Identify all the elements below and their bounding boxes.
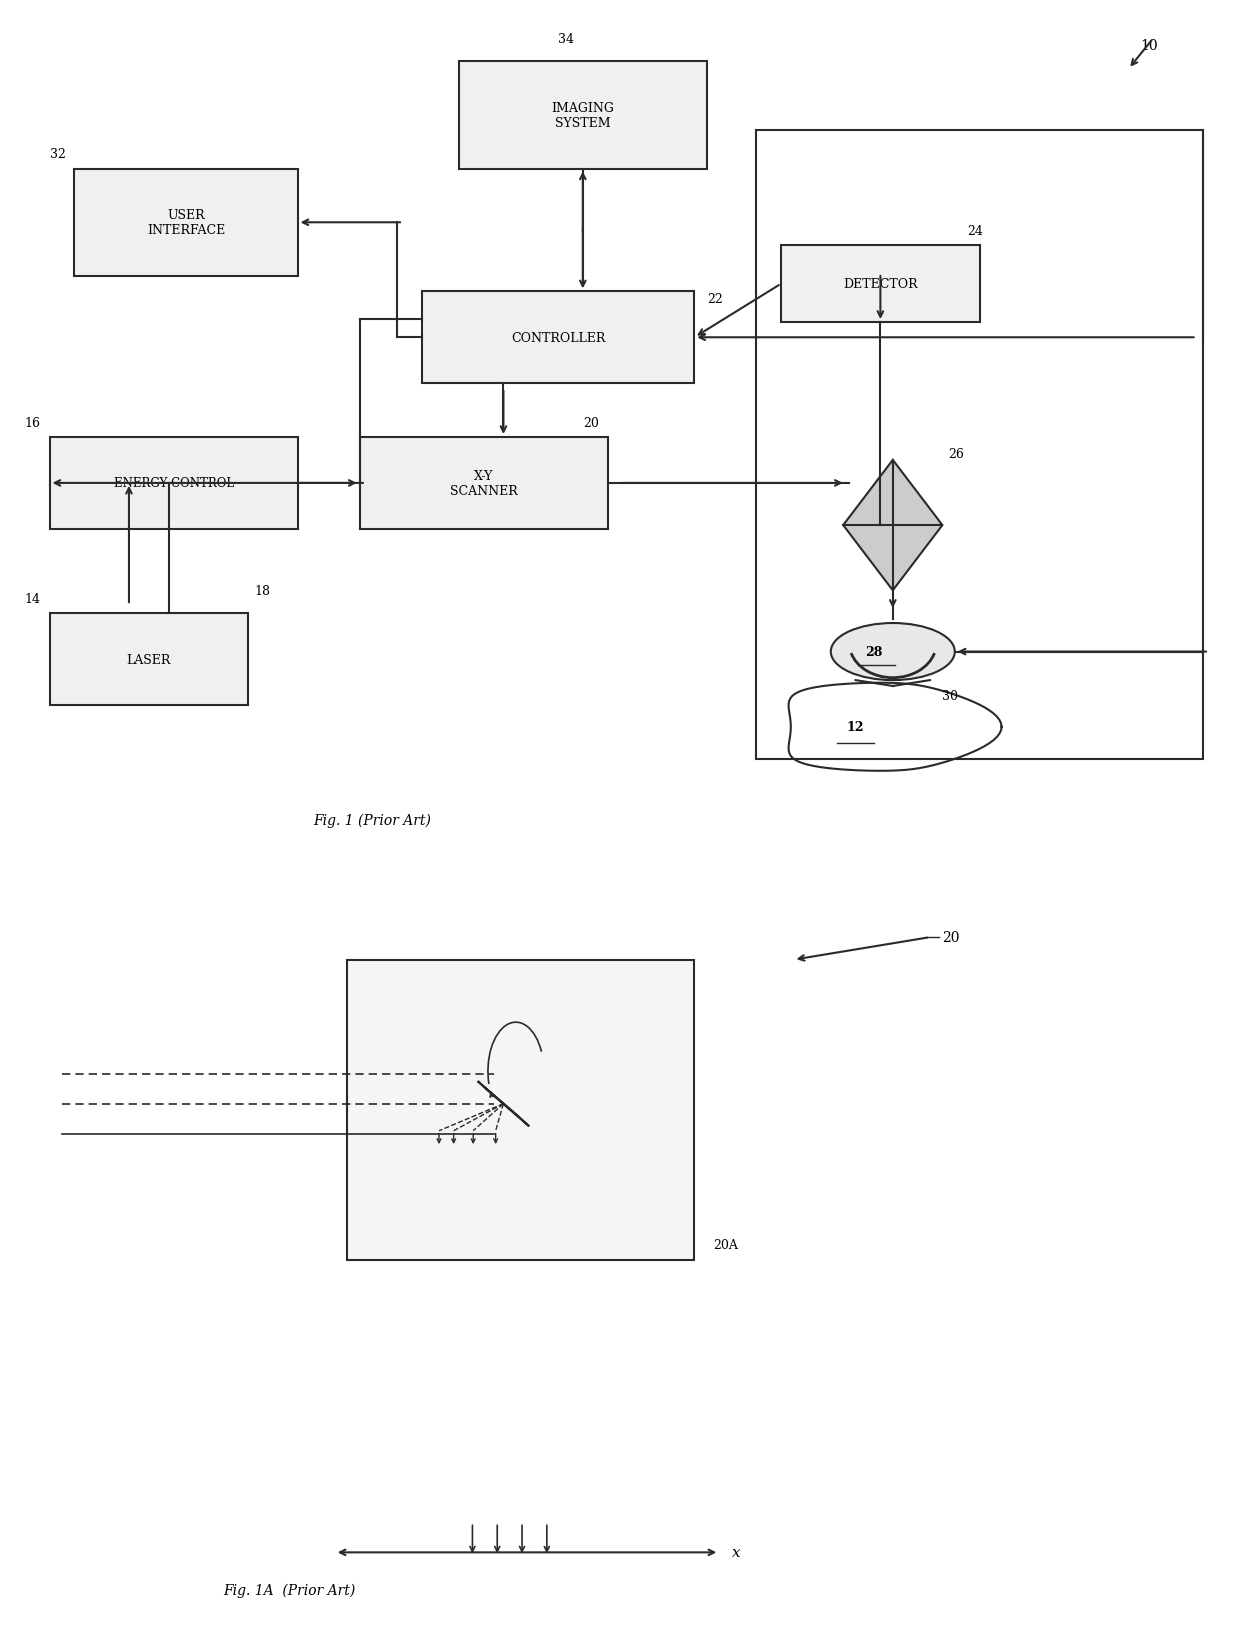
Text: 16: 16 (25, 417, 41, 429)
Polygon shape (843, 461, 942, 592)
Text: 20A: 20A (713, 1239, 738, 1252)
Text: X-Y
SCANNER: X-Y SCANNER (450, 469, 517, 497)
FancyBboxPatch shape (459, 62, 707, 170)
FancyBboxPatch shape (756, 132, 1203, 760)
Text: 18: 18 (254, 585, 270, 598)
Text: 30: 30 (942, 689, 959, 703)
Text: USER
INTERFACE: USER INTERFACE (146, 209, 226, 236)
Text: ENERGY CONTROL: ENERGY CONTROL (114, 478, 233, 491)
Text: 20: 20 (583, 417, 599, 429)
Text: Fig. 1 (Prior Art): Fig. 1 (Prior Art) (312, 813, 432, 828)
Text: 34: 34 (558, 33, 574, 46)
FancyBboxPatch shape (781, 246, 980, 323)
Text: 12: 12 (847, 720, 864, 734)
Text: DETECTOR: DETECTOR (843, 279, 918, 290)
Text: 32: 32 (50, 148, 66, 161)
FancyBboxPatch shape (50, 615, 248, 706)
Text: Fig. 1A  (Prior Art): Fig. 1A (Prior Art) (223, 1583, 356, 1597)
Text: 10: 10 (1141, 39, 1158, 54)
Polygon shape (477, 1082, 529, 1126)
Text: 22: 22 (707, 292, 723, 305)
Text: 26: 26 (949, 448, 965, 461)
Text: 24: 24 (967, 225, 983, 238)
FancyBboxPatch shape (422, 292, 694, 385)
FancyBboxPatch shape (74, 170, 298, 277)
FancyBboxPatch shape (360, 437, 608, 530)
FancyBboxPatch shape (347, 960, 694, 1260)
Text: 28: 28 (866, 645, 883, 659)
Text: LASER: LASER (126, 654, 171, 667)
Ellipse shape (831, 624, 955, 681)
Text: CONTROLLER: CONTROLLER (511, 331, 605, 344)
Text: 14: 14 (25, 593, 41, 606)
Text: 20: 20 (942, 931, 960, 944)
Text: x: x (732, 1545, 740, 1560)
FancyBboxPatch shape (50, 437, 298, 530)
Text: IMAGING
SYSTEM: IMAGING SYSTEM (552, 103, 614, 130)
